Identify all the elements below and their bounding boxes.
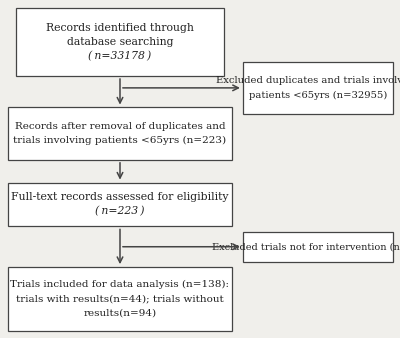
- Text: patients <65yrs (n=32955): patients <65yrs (n=32955): [249, 91, 387, 99]
- Text: ( n=223 ): ( n=223 ): [95, 207, 145, 217]
- Bar: [16, 8, 224, 76]
- Bar: [8, 267, 232, 331]
- Bar: [243, 62, 393, 114]
- Text: trials with results(n=44); trials without: trials with results(n=44); trials withou…: [16, 295, 224, 304]
- Text: ( n=33178 ): ( n=33178 ): [88, 51, 152, 62]
- Text: Excluded trials not for intervention (n=95): Excluded trials not for intervention (n=…: [212, 242, 400, 251]
- Bar: [243, 232, 393, 262]
- Text: results(n=94): results(n=94): [84, 309, 156, 318]
- Text: Records after removal of duplicates and: Records after removal of duplicates and: [15, 122, 225, 131]
- Text: trials involving patients <65yrs (n=223): trials involving patients <65yrs (n=223): [14, 136, 226, 145]
- Bar: [8, 183, 232, 226]
- Text: Trials included for data analysis (n=138):: Trials included for data analysis (n=138…: [10, 281, 230, 289]
- Text: database searching: database searching: [67, 37, 173, 47]
- Text: Excluded duplicates and trials involving: Excluded duplicates and trials involving: [216, 76, 400, 85]
- Bar: [8, 107, 232, 160]
- Text: Full-text records assessed for eligibility: Full-text records assessed for eligibili…: [11, 192, 229, 202]
- Text: Records identified through: Records identified through: [46, 23, 194, 33]
